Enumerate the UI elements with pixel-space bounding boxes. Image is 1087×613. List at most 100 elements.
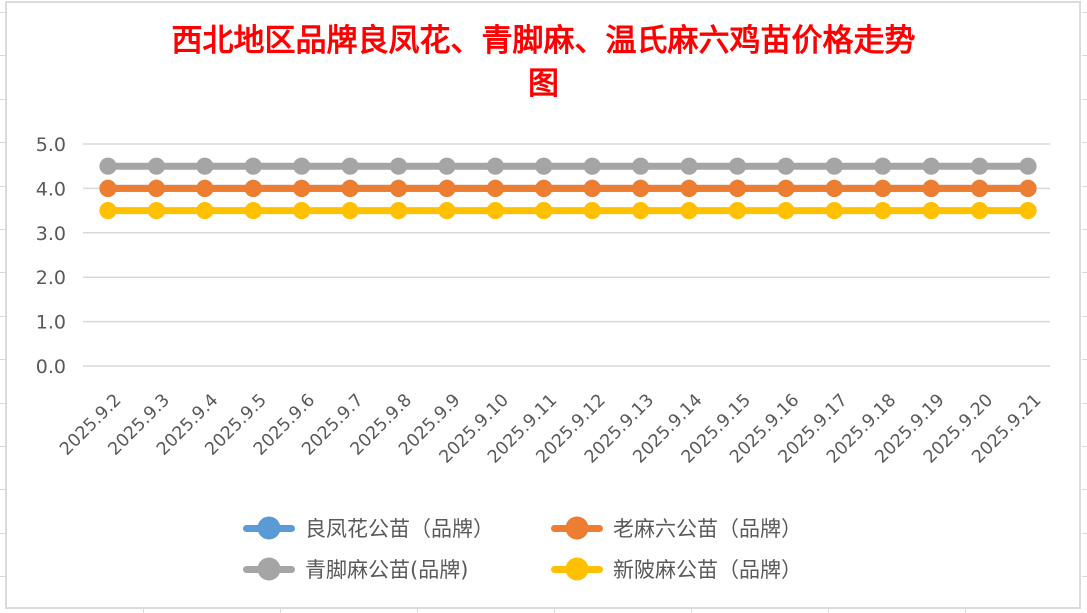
chart-title-line1: 西北地区品牌良凤花、青脚麻、温氏麻六鸡苗价格走势 — [171, 23, 916, 59]
data-point-s2-x16 — [874, 157, 892, 175]
data-point-s1-x11 — [632, 179, 650, 197]
row-gridline-stub-right — [1082, 446, 1087, 447]
row-gridline-stub-left — [0, 359, 6, 361]
column-gridline-stub-bottom — [417, 609, 418, 613]
data-point-s3-x1 — [147, 202, 166, 220]
row-gridline-stub-left — [0, 55, 6, 57]
data-point-s1-x0 — [99, 179, 117, 197]
data-point-s2-x17 — [922, 157, 940, 175]
data-point-s2-x3 — [244, 157, 262, 175]
data-point-s3-x5 — [341, 202, 359, 220]
data-point-s3-x3 — [244, 202, 262, 220]
data-point-s3-x8 — [486, 202, 504, 220]
data-point-s3-x19 — [1019, 202, 1037, 220]
row-gridline-stub-right — [1082, 532, 1087, 534]
data-point-s3-x10 — [583, 202, 601, 220]
data-point-s3-x12 — [680, 202, 698, 220]
data-point-s1-x9 — [535, 179, 553, 197]
data-point-s1-x1 — [147, 179, 166, 197]
data-point-s1-x14 — [777, 179, 795, 197]
data-point-s2-x8 — [486, 157, 504, 175]
row-gridline-stub-left — [0, 12, 6, 13]
y-axis-tick-label: 5.0 — [36, 134, 66, 156]
y-axis-tick-label: 4.0 — [36, 178, 66, 200]
row-gridline-stub-left — [0, 532, 6, 534]
data-point-s1-x8 — [486, 179, 504, 197]
data-point-s2-x2 — [196, 157, 214, 175]
data-point-s2-x11 — [632, 157, 650, 175]
data-point-s2-x5 — [341, 157, 359, 175]
data-point-s2-x12 — [680, 157, 698, 175]
row-gridline-stub-right — [1082, 576, 1087, 578]
row-gridline-stub-left — [0, 576, 6, 578]
data-point-s3-x15 — [825, 202, 843, 220]
data-point-s2-x4 — [293, 157, 311, 175]
data-point-s2-x13 — [728, 157, 747, 175]
data-point-s1-x13 — [728, 179, 747, 197]
column-gridline-stub-bottom — [554, 609, 555, 613]
row-gridline-stub-left — [0, 402, 6, 404]
y-axis-tick-label: 1.0 — [36, 312, 66, 334]
data-point-s3-x6 — [389, 202, 408, 220]
y-axis-tick-label: 3.0 — [36, 223, 66, 245]
data-point-s1-x15 — [825, 179, 843, 197]
chart-object-border[interactable] — [5, 1, 1081, 609]
row-gridline-stub-right — [1082, 55, 1087, 57]
data-point-s3-x14 — [777, 202, 795, 220]
data-point-s1-x7 — [438, 179, 456, 197]
column-gridline-stub-bottom — [143, 609, 144, 613]
column-gridline-stub-bottom — [965, 609, 966, 613]
row-gridline-stub-right — [1082, 98, 1087, 100]
data-point-s3-x4 — [293, 202, 311, 220]
row-gridline-stub-right — [1082, 142, 1087, 144]
data-point-s3-x18 — [970, 202, 989, 220]
data-point-s1-x12 — [680, 179, 698, 197]
data-point-s3-x9 — [535, 202, 553, 220]
data-point-s3-x17 — [922, 202, 940, 220]
row-gridline-stub-right — [1082, 272, 1087, 274]
data-point-s1-x16 — [874, 179, 892, 197]
y-axis-tick-label: 0.0 — [36, 356, 66, 378]
row-gridline-stub-left — [0, 446, 6, 447]
data-point-s2-x7 — [438, 157, 456, 175]
column-gridline-stub-bottom — [280, 609, 281, 613]
row-gridline-stub-left — [0, 229, 6, 230]
row-gridline-stub-right — [1082, 402, 1087, 404]
data-point-s3-x11 — [632, 202, 650, 220]
data-point-s3-x13 — [728, 202, 747, 220]
data-point-s1-x5 — [341, 179, 359, 197]
data-point-s1-x2 — [196, 179, 214, 197]
data-point-s1-x4 — [293, 179, 311, 197]
data-point-s1-x3 — [244, 179, 262, 197]
row-gridline-stub-left — [0, 272, 6, 274]
row-gridline-stub-right — [1082, 185, 1087, 187]
row-gridline-stub-left — [0, 315, 6, 317]
row-gridline-stub-right — [1082, 12, 1087, 13]
row-gridline-stub-left — [0, 142, 6, 144]
data-point-s2-x19 — [1019, 157, 1037, 175]
data-point-s2-x15 — [825, 157, 843, 175]
row-gridline-stub-left — [0, 185, 6, 187]
row-gridline-stub-right — [1082, 359, 1087, 361]
chart-title-line2: 图 — [528, 66, 559, 102]
row-gridline-stub-right — [1082, 315, 1087, 317]
row-gridline-stub-right — [1082, 489, 1087, 491]
column-gridline-stub-bottom — [828, 609, 829, 613]
data-point-s1-x10 — [583, 179, 601, 197]
data-point-s3-x0 — [99, 202, 117, 220]
data-point-s1-x19 — [1019, 179, 1037, 197]
data-point-s2-x14 — [777, 157, 795, 175]
column-gridline-stub-bottom — [691, 609, 692, 613]
row-gridline-stub-right — [1082, 229, 1087, 230]
data-point-s2-x18 — [970, 157, 989, 175]
data-point-s1-x17 — [922, 179, 940, 197]
data-point-s3-x7 — [438, 202, 456, 220]
data-point-s2-x0 — [99, 157, 117, 175]
chart-title[interactable]: 西北地区品牌良凤花、青脚麻、温氏麻六鸡苗价格走势 图 — [94, 20, 994, 106]
data-point-s2-x6 — [389, 157, 408, 175]
data-point-s3-x2 — [196, 202, 214, 220]
data-point-s1-x6 — [389, 179, 408, 197]
y-axis-tick-label: 2.0 — [36, 267, 66, 289]
